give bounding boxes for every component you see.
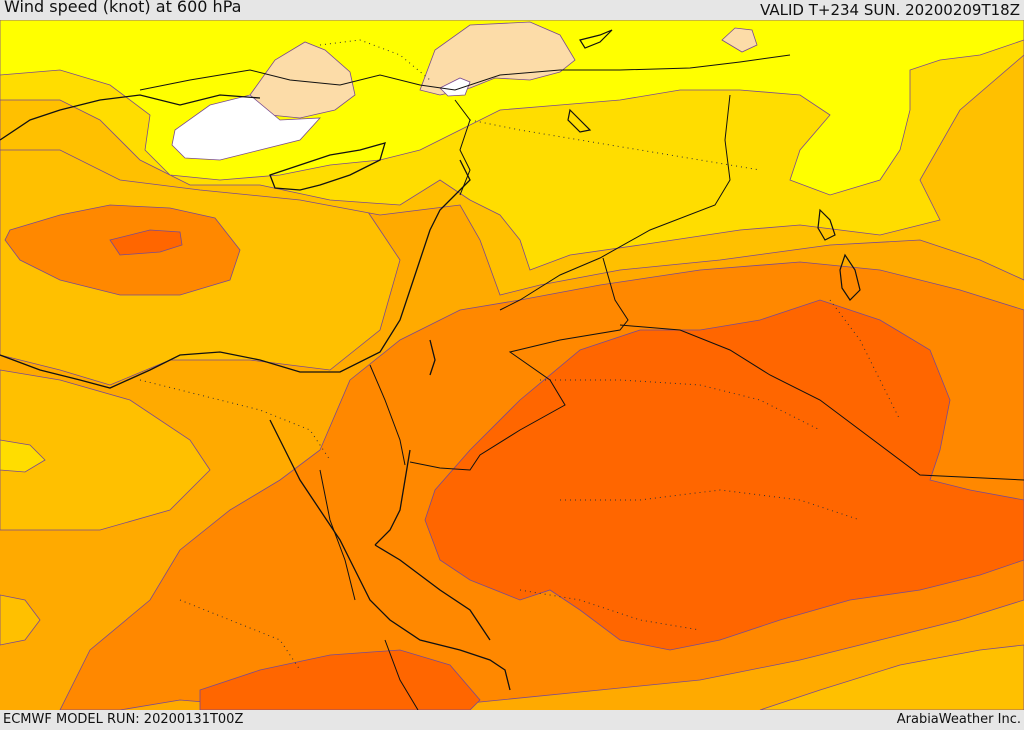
field-gold-sw [0,369,211,531]
field-orange-dark-sw [199,649,481,710]
field-gold-se [759,644,1024,710]
field-gold-sw2 [0,594,41,646]
field-white-east [439,77,471,97]
field-white-anatolia [171,94,321,161]
water-bodies [567,29,861,301]
field-orange-dark-south [424,299,1024,651]
credit: ArabiaWeather Inc. [896,712,1021,727]
dotted-contours [139,39,901,671]
field-peach-caspian [721,27,758,53]
wind-speed-map [0,20,1024,710]
map-title: Wind speed (knot) at 600 hPa [4,0,242,16]
field-orange-dark-med [109,229,183,256]
valid-time: VALID T+234 SUN. 20200209T18Z [760,1,1020,19]
footer-bar: ECMWF MODEL RUN: 20200131T00Z ArabiaWeat… [0,710,1024,729]
model-run: ECMWF MODEL RUN: 20200131T00Z [3,712,244,727]
borders [139,54,1024,710]
field-yellow-sw [0,439,46,473]
coastlines [0,94,511,691]
field-peach-anatolia [249,41,356,119]
header-bar: Wind speed (knot) at 600 hPa VALID T+234… [0,0,1024,20]
